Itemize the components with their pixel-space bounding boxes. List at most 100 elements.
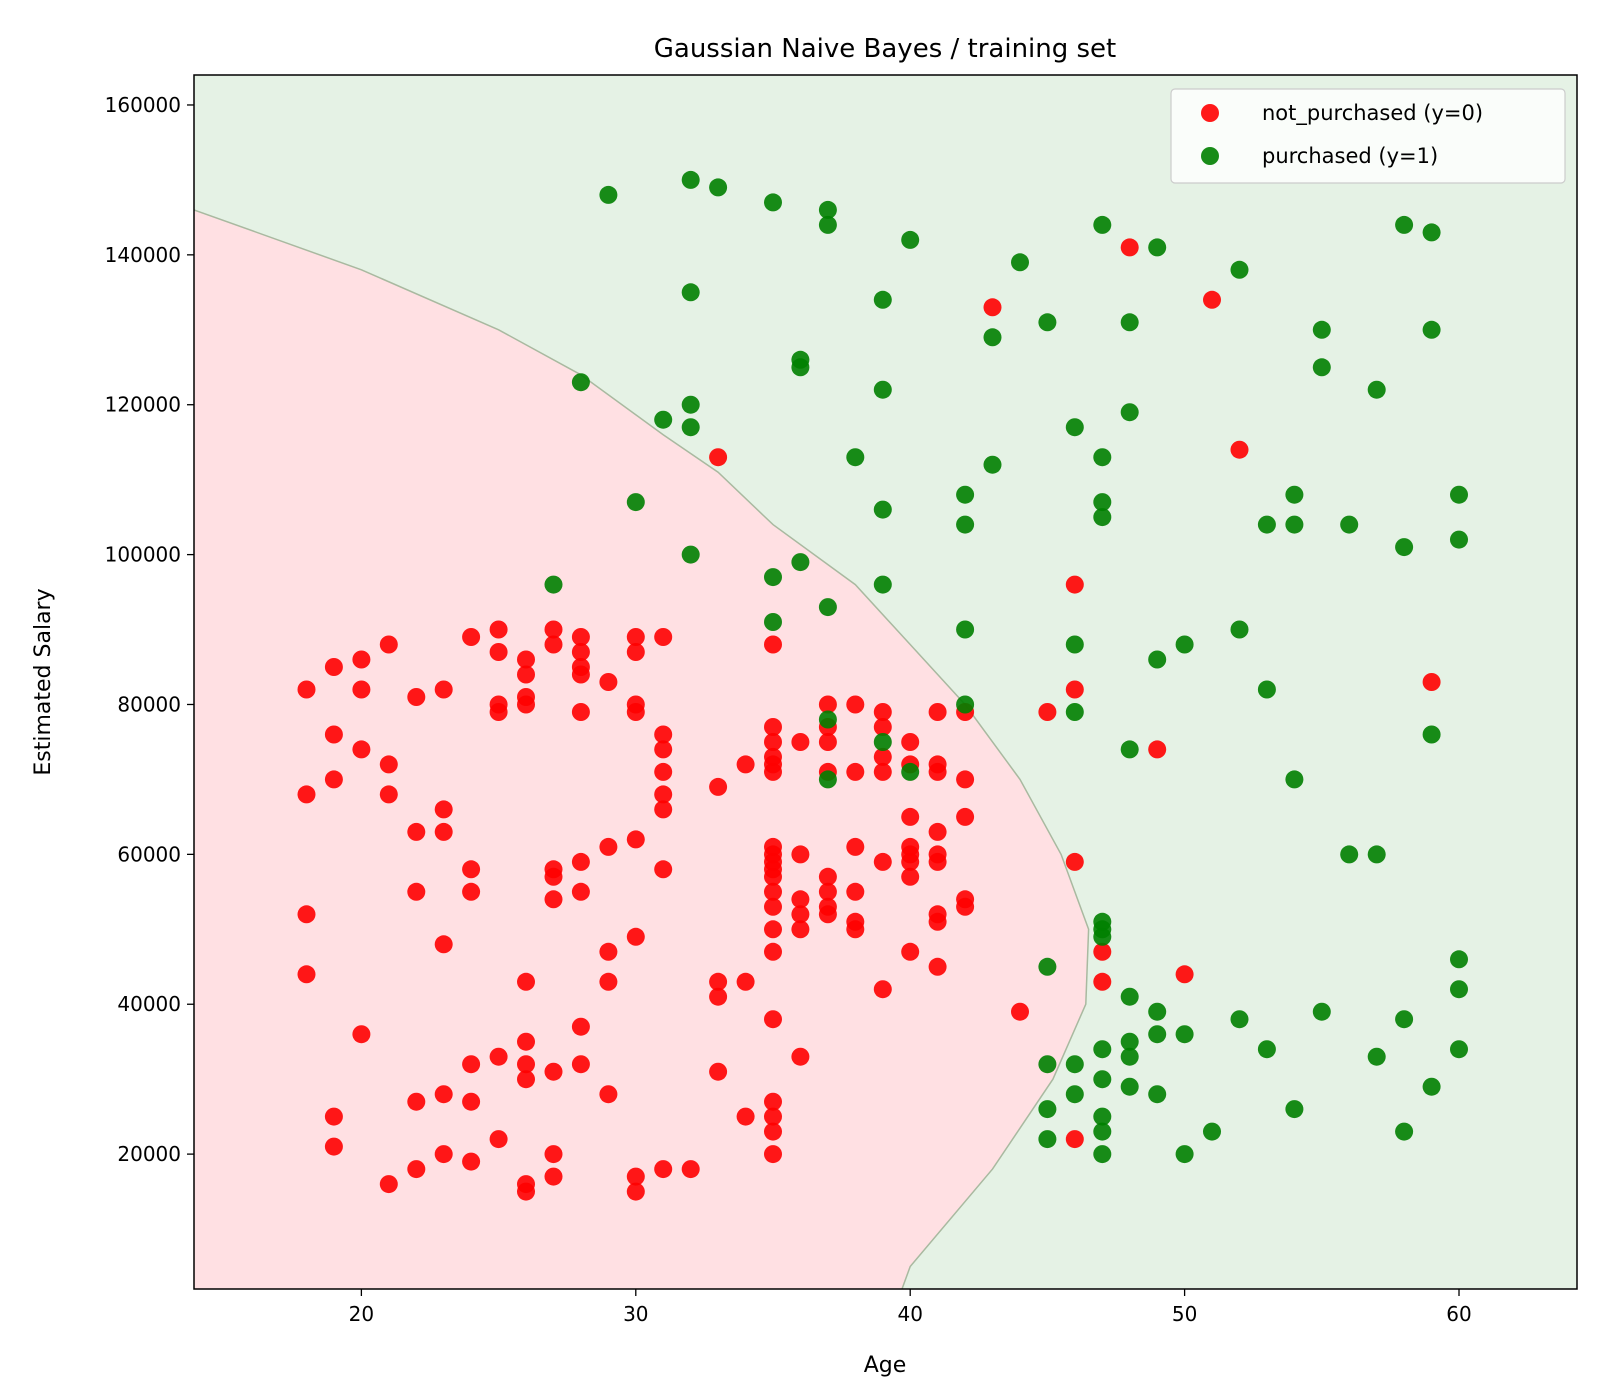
point-not-purchased [544, 890, 563, 909]
point-not-purchased [489, 620, 508, 639]
point-not-purchased [462, 882, 481, 901]
point-not-purchased [928, 703, 947, 721]
point-purchased [1257, 680, 1276, 699]
legend-label-purchased: purchased (y=1) [1262, 144, 1438, 168]
point-purchased [1148, 238, 1167, 257]
point-not-purchased [901, 807, 920, 826]
point-purchased [1120, 313, 1139, 332]
point-not-purchased [1148, 740, 1167, 759]
point-not-purchased [517, 1055, 535, 1074]
point-not-purchased [901, 867, 920, 886]
point-purchased [1065, 703, 1084, 721]
point-not-purchased [983, 298, 1002, 317]
point-purchased [1257, 515, 1276, 534]
point-not-purchased [626, 830, 645, 849]
point-not-purchased [434, 1145, 453, 1164]
point-not-purchased [709, 777, 728, 796]
point-not-purchased [818, 695, 837, 714]
point-purchased [1093, 493, 1112, 512]
point-purchased [1312, 320, 1331, 339]
point-not-purchased [324, 658, 343, 676]
point-not-purchased [818, 882, 837, 901]
point-purchased [681, 170, 700, 189]
point-purchased [1148, 1085, 1167, 1104]
y-tick-label: 160000 [105, 93, 181, 117]
y-tick-label: 100000 [105, 543, 181, 567]
point-not-purchased [489, 703, 508, 721]
point-not-purchased [764, 942, 782, 961]
point-purchased [1422, 223, 1441, 242]
point-purchased [1093, 215, 1112, 234]
point-purchased [1038, 957, 1057, 976]
point-purchased [956, 485, 975, 504]
point-not-purchased [764, 1010, 782, 1029]
point-not-purchased [434, 935, 453, 954]
point-not-purchased [379, 635, 398, 654]
point-not-purchased [791, 845, 810, 864]
point-not-purchased [873, 980, 892, 999]
legend-box [1170, 88, 1566, 184]
point-not-purchased [544, 635, 563, 654]
point-not-purchased [846, 837, 865, 856]
legend-marker-purchased [1201, 147, 1219, 165]
point-not-purchased [517, 1182, 535, 1201]
point-purchased [818, 215, 837, 234]
point-not-purchased [517, 650, 535, 669]
point-not-purchased [956, 897, 975, 916]
point-not-purchased [873, 762, 892, 781]
point-not-purchased [654, 1160, 673, 1179]
point-purchased [764, 193, 782, 212]
point-not-purchased [791, 920, 810, 939]
point-not-purchased [571, 628, 590, 646]
point-not-purchased [709, 987, 728, 1006]
point-not-purchased [626, 643, 645, 661]
point-not-purchased [791, 733, 810, 751]
point-purchased [791, 553, 810, 572]
point-purchased [873, 290, 892, 309]
point-purchased [599, 185, 618, 204]
point-not-purchased [1065, 852, 1084, 871]
point-purchased [873, 575, 892, 594]
point-not-purchased [379, 785, 398, 804]
point-not-purchased [901, 942, 920, 961]
point-purchased [1340, 515, 1359, 534]
point-purchased [1065, 1055, 1084, 1074]
point-not-purchased [818, 905, 837, 924]
y-axis: 20000 40000 60000 80000 100000 120000 140000 16… [105, 93, 194, 1166]
point-not-purchased [324, 725, 343, 744]
point-not-purchased [928, 822, 947, 841]
point-purchased [709, 178, 728, 197]
point-not-purchased [736, 1107, 755, 1126]
decision-boundary [194, 209, 1090, 1289]
point-purchased [901, 762, 920, 781]
point-not-purchased [324, 1107, 343, 1126]
point-not-purchased [928, 852, 947, 871]
point-not-purchased [709, 448, 728, 467]
point-purchased [1395, 1010, 1414, 1029]
point-purchased [1203, 1122, 1221, 1141]
point-purchased [1093, 1040, 1112, 1059]
point-not-purchased [1011, 1002, 1029, 1021]
point-not-purchased [654, 740, 673, 759]
point-purchased [1038, 1100, 1057, 1119]
point-not-purchased [873, 747, 892, 766]
point-not-purchased [764, 718, 782, 736]
y-tick-label: 80000 [117, 692, 181, 716]
point-not-purchased [544, 867, 563, 886]
point-not-purchased [846, 762, 865, 781]
point-purchased [681, 418, 700, 437]
point-purchased [1450, 950, 1468, 969]
point-purchased [1367, 380, 1386, 399]
y-tick-label: 20000 [117, 1142, 181, 1166]
point-not-purchased [352, 650, 371, 669]
point-not-purchased [489, 1130, 508, 1149]
point-not-purchased [379, 1175, 398, 1194]
point-purchased [1175, 635, 1194, 654]
point-purchased [956, 515, 975, 534]
point-purchased [571, 373, 590, 392]
point-not-purchased [818, 867, 837, 886]
point-purchased [1312, 358, 1331, 377]
point-purchased [1120, 403, 1139, 422]
point-not-purchased [901, 852, 920, 871]
point-purchased [1422, 1077, 1441, 1096]
